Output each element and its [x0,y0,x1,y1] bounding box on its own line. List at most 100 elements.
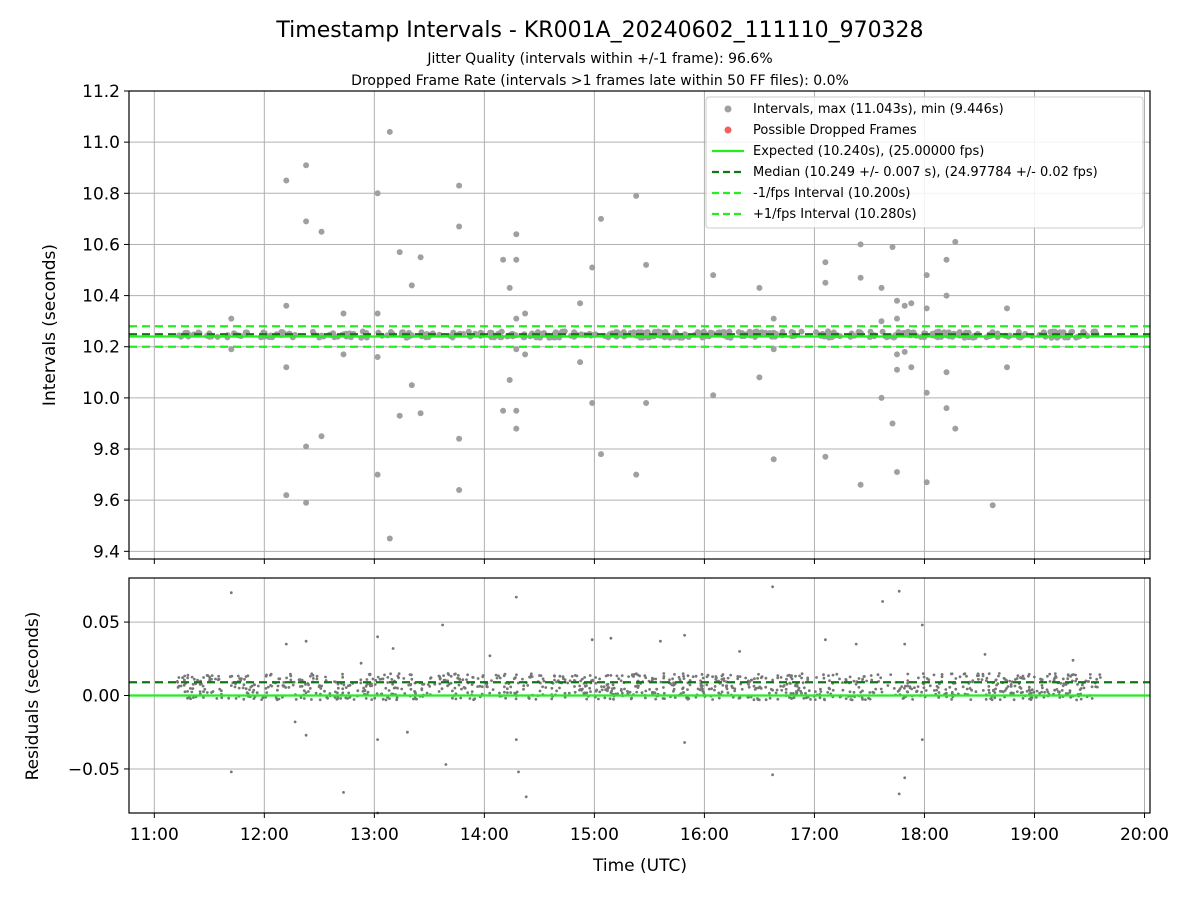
residual-point [701,676,705,680]
residual-point [486,685,489,689]
residual-point [1095,677,1099,681]
residual-point [298,678,302,682]
residual-point [644,676,648,680]
residual-outlier-point [342,791,345,794]
residual-point [726,691,730,695]
residual-point [800,676,803,680]
residual-point [513,691,517,695]
residual-point [1027,685,1031,689]
residual-point [977,677,980,681]
interval-outlier-point [456,435,463,442]
residual-outlier-point [824,638,827,642]
x-tick-label: 14:00 [460,825,509,845]
residual-point [413,690,417,694]
residual-point [768,696,772,700]
residual-point [1000,690,1004,693]
interval-outlier-point [500,256,507,263]
residual-point [987,688,991,692]
residual-point [720,690,724,694]
residual-point [438,677,442,681]
residual-point [428,685,432,688]
residual-point [314,691,318,695]
interval-point [721,329,728,336]
residual-point [731,686,734,690]
residual-point [996,682,1000,686]
residual-point [710,687,713,691]
residual-point [1075,698,1078,702]
chart-subtitle-jitter: Jitter Quality (intervals within +/-1 fr… [426,51,772,67]
residual-point [220,689,223,693]
residual-point [798,674,801,678]
residual-point [644,689,648,693]
residual-point [677,675,681,679]
residual-point [620,691,624,695]
residual-point [970,688,973,692]
residual-point [527,696,531,700]
residual-point [378,677,382,681]
interval-outlier-point [283,364,290,371]
residual-point [935,688,939,692]
residual-point [615,674,619,678]
residual-point [619,688,623,691]
residual-point [733,689,737,693]
interval-outlier-point [894,351,900,358]
residual-outlier-point [441,623,444,627]
residual-point [573,685,576,688]
residual-point [304,683,307,686]
residual-point [682,674,685,678]
residual-point [216,678,220,682]
residual-outlier-point [524,795,528,799]
residual-point [813,698,817,701]
interval-outlier-point [901,302,908,309]
residual-point [480,685,484,689]
interval-outlier-point [923,272,930,279]
residual-point [1088,673,1092,676]
residual-point [579,688,582,691]
residual-point [265,691,269,694]
residual-point [673,682,677,686]
residual-point [948,685,952,689]
residual-point [186,673,190,677]
residual-point [300,684,304,688]
residual-point [1058,696,1062,699]
residual-outlier-point [284,642,288,646]
interval-outlier-point [908,364,915,371]
y-tick-label: 11.0 [82,133,120,153]
residual-point [662,672,666,675]
y-tick-label: 10.0 [82,389,120,409]
residual-point [807,689,811,693]
residual-point [459,696,463,700]
residual-point [277,677,281,681]
residual-point [447,673,451,677]
interval-outlier-point [643,261,650,268]
residual-point [515,690,519,694]
interval-outlier-point [228,315,235,322]
residual-point [503,690,506,694]
residual-point [1030,696,1034,700]
residual-point [879,687,883,691]
residual-point [655,687,659,691]
residual-point [1013,684,1017,688]
y-tick-label: 9.8 [93,440,120,460]
residual-point [771,678,774,682]
residual-point [205,674,209,677]
interval-point [487,329,494,336]
residual-point [246,674,250,678]
residual-point [555,689,558,693]
residual-point [815,676,818,679]
residual-point [831,688,835,692]
residual-point [608,697,612,701]
residual-point [1045,688,1049,692]
interval-outlier-point [943,256,950,263]
residual-point [276,688,279,692]
interval-outlier-point [396,412,403,419]
y-tick-label: 11.2 [82,82,120,102]
residual-point [861,689,864,693]
intervals-panel: 9.4 9.6 9.8 10.0 10.2 10.4 10.6 10.8 11.0 11.2 In… [40,82,1151,564]
residual-outlier-point [517,770,520,774]
residual-point [1068,691,1072,694]
legend-box [705,96,1144,229]
residual-point [319,687,323,690]
residual-point [752,698,756,702]
residual-point [627,675,630,678]
